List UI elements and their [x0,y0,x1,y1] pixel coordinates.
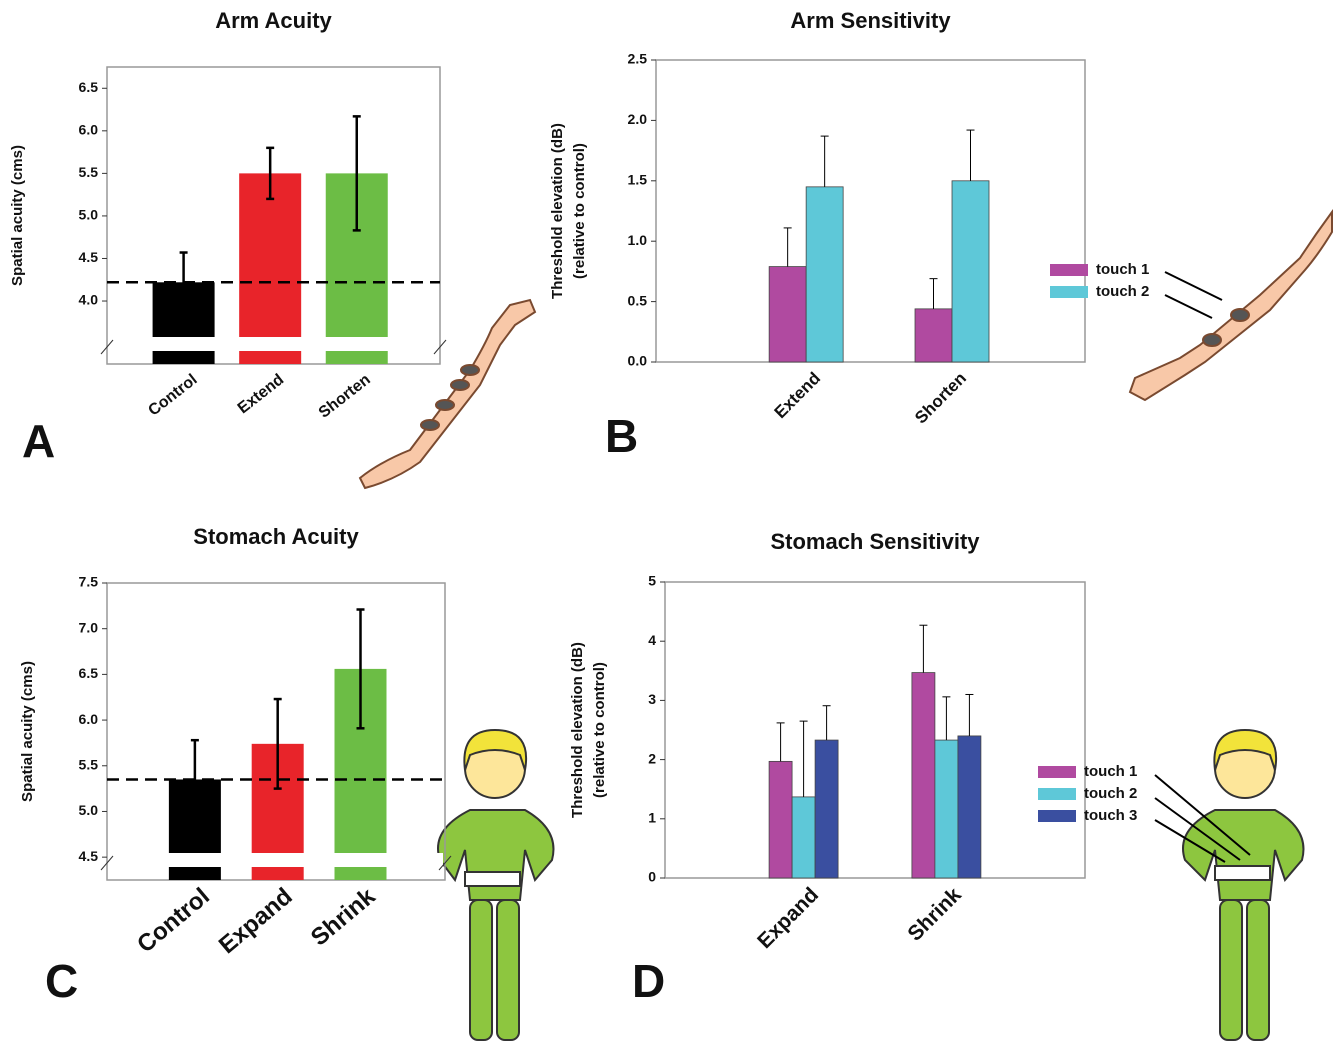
y-tick-label: 7.5 [79,574,99,590]
plot-frame [656,60,1085,362]
bar [815,740,838,878]
bar [769,267,806,362]
y-axis-label: Spatial acuity (cms) [9,145,26,286]
x-tick-label: Control [132,883,215,959]
y-tick-label: 5.0 [79,802,99,818]
arm-illustration [1130,212,1332,400]
y-tick-label: 4.5 [79,249,99,265]
chart-title: Stomach Acuity [193,524,359,549]
bar [239,173,301,364]
y-tick-label: 0.5 [628,292,648,308]
plot-frame [665,582,1085,878]
y-tick-label: 5.0 [79,207,99,223]
bar [912,673,935,878]
y-axis-label: (relative to control) [571,143,588,279]
y-tick-label: 6.5 [79,665,99,681]
y-tick-label: 5.5 [79,164,99,180]
panel-label: D [632,955,665,1007]
person-illustration [1155,730,1303,1040]
panel-label: A [22,415,55,467]
x-tick-label: Extend [235,371,288,417]
y-tick-label: 5 [648,573,656,589]
bar [952,181,989,362]
y-tick-label: 4 [648,632,656,648]
axis-break [109,337,438,351]
y-tick-label: 4.5 [79,848,99,864]
y-tick-label: 5.5 [79,756,99,772]
legend-label: touch 1 [1084,763,1137,780]
bar [792,797,815,878]
legend-swatch [1038,788,1076,800]
person-illustration [438,730,553,1040]
legend-swatch [1050,264,1088,276]
chart-title: Arm Acuity [215,8,332,33]
y-tick-label: 2.0 [628,111,648,127]
y-tick-label: 6.0 [79,711,99,727]
legend-swatch [1038,766,1076,778]
y-tick-label: 6.5 [79,79,99,95]
y-axis-label: Threshold elevation (dB) [569,642,586,818]
bar [935,740,958,878]
chart-title: Stomach Sensitivity [770,529,980,554]
legend-label: touch 2 [1084,785,1137,802]
y-tick-label: 7.0 [79,619,99,635]
y-tick-label: 1.5 [628,172,648,188]
y-axis-label: Threshold elevation (dB) [549,123,566,299]
y-tick-label: 0.0 [628,353,648,369]
panel-label: B [605,410,638,462]
y-axis-label: Spatial acuity (cms) [19,661,36,802]
y-tick-label: 1.0 [628,232,648,248]
x-tick-label: Shrink [903,883,966,946]
bar [915,309,952,362]
bar [806,187,843,362]
chart-title: Arm Sensitivity [790,8,951,33]
panel-label: C [45,955,78,1007]
x-tick-label: Shorten [911,369,970,428]
y-tick-label: 0 [648,869,656,885]
y-tick-label: 3 [648,691,656,707]
x-tick-label: Expand [214,883,298,959]
y-tick-label: 2.5 [628,51,648,67]
y-tick-label: 2 [648,750,656,766]
x-tick-label: Control [145,371,200,419]
legend-label: touch 2 [1096,283,1149,300]
y-axis-label: (relative to control) [591,662,608,798]
x-tick-label: Expand [753,883,823,953]
bar [769,761,792,878]
y-tick-label: 1 [648,810,656,826]
legend-label: touch 1 [1096,261,1149,278]
axis-break [109,853,443,867]
legend-label: touch 3 [1084,807,1137,824]
legend-swatch [1050,286,1088,298]
legend-swatch [1038,810,1076,822]
bar [958,736,981,878]
x-tick-label: Extend [771,369,825,423]
x-tick-label: Shrink [306,882,381,951]
y-tick-label: 6.0 [79,122,99,138]
figure: Arm Acuity A Spatial acuity (cms) 4.0 4.5 5.0… [0,0,1336,1053]
x-tick-label: Shorten [316,371,374,422]
y-tick-label: 4.0 [79,292,99,308]
